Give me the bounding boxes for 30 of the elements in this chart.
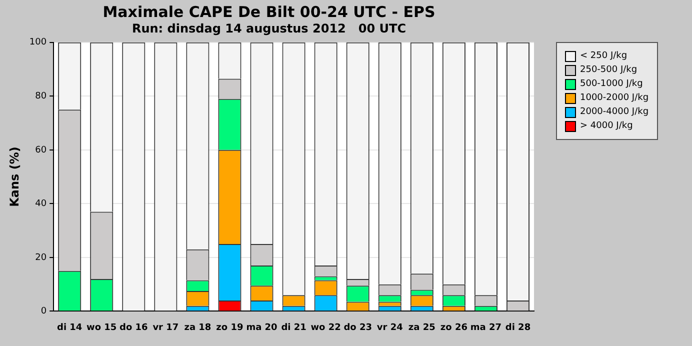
y-tick-label: 80	[35, 92, 47, 102]
x-tick-label: wo 15	[86, 322, 117, 333]
x-tick-label: di 21	[281, 322, 306, 333]
y-tick-label: 0	[40, 306, 47, 317]
x-tick-label: vr 24	[376, 322, 403, 333]
x-tick-label: do 16	[120, 322, 148, 333]
x-tick-label: wo 22	[310, 322, 341, 333]
y-tick-label: 20	[35, 252, 47, 263]
legend-label: < 250 J/kg	[580, 51, 628, 61]
legend-label: 2000-4000 J/kg	[580, 107, 649, 117]
legend-label: 500-1000 J/kg	[580, 79, 643, 89]
x-tick-label: di 14	[57, 322, 82, 333]
x-tick-label: zo 26	[440, 322, 468, 333]
x-tick-label: di 28	[505, 322, 531, 333]
y-tick-label: 100	[29, 38, 47, 48]
x-tick-label: za 25	[408, 322, 436, 333]
legend-label: 1000-2000 J/kg	[580, 93, 649, 103]
chart-subtitle: Run: dinsdag 14 augustus 2012 00 UTC	[132, 21, 406, 36]
x-tick-label: do 23	[344, 322, 372, 333]
x-tick-label: zo 19	[216, 322, 244, 333]
y-axis-title: Kans (%)	[7, 146, 22, 207]
x-tick-label: za 18	[184, 322, 212, 333]
x-tick-label: ma 20	[246, 322, 278, 333]
x-tick-label: vr 17	[152, 322, 179, 333]
y-tick-label: 60	[35, 145, 47, 156]
y-tick-label: 40	[35, 199, 47, 210]
legend-label: 250-500 J/kg	[580, 65, 638, 75]
x-tick-label: ma 27	[470, 322, 502, 333]
legend-label: > 4000 J/kg	[580, 121, 633, 131]
chart-title: Maximale CAPE De Bilt 00-24 UTC - EPS	[102, 2, 436, 21]
